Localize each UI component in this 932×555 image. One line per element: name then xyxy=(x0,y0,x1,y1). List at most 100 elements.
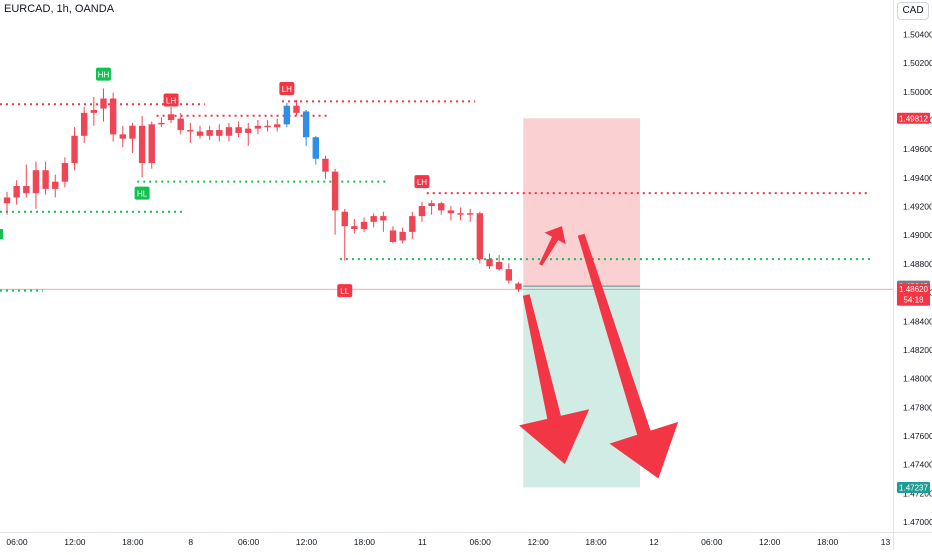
candle[interactable] xyxy=(32,161,40,209)
candle-body xyxy=(158,122,165,125)
badge-price-text: 1.49812 xyxy=(899,114,928,123)
candle[interactable] xyxy=(206,125,213,141)
pivot-label-text: HL xyxy=(137,190,148,199)
pivot-label-box xyxy=(163,93,179,107)
candle[interactable] xyxy=(109,92,117,142)
symbol-title[interactable]: EURCAD, 1h, OANDA xyxy=(4,3,115,15)
candle[interactable] xyxy=(380,211,387,232)
candle[interactable] xyxy=(322,155,329,179)
candle-body xyxy=(23,185,30,194)
candle[interactable] xyxy=(302,109,310,146)
candle[interactable] xyxy=(457,207,464,221)
candle[interactable] xyxy=(495,254,503,271)
forecast-arrow-2[interactable] xyxy=(519,294,590,465)
candle[interactable] xyxy=(13,180,20,205)
candle[interactable] xyxy=(177,112,184,135)
candle-body xyxy=(119,134,126,139)
candle[interactable] xyxy=(486,253,493,270)
candle[interactable] xyxy=(148,121,155,169)
price-badge-target: 1.47237 xyxy=(897,482,930,494)
pivot-label-box xyxy=(337,284,353,298)
forecast-arrows xyxy=(519,226,679,479)
candle[interactable] xyxy=(515,282,522,293)
candle[interactable] xyxy=(505,263,512,284)
candle[interactable] xyxy=(42,161,49,195)
forecast-arrow-3[interactable] xyxy=(577,233,679,479)
forecast-arrow-1[interactable] xyxy=(539,226,566,266)
candle[interactable] xyxy=(81,107,88,143)
candle[interactable] xyxy=(235,121,242,138)
pivot-label-box xyxy=(414,175,430,189)
candle[interactable] xyxy=(254,120,262,135)
candle-body xyxy=(418,206,426,217)
pivot-label-hh: HH xyxy=(96,67,111,81)
candle[interactable] xyxy=(23,164,30,198)
price-tick-label: 1.48000 xyxy=(903,374,932,384)
badge-countdown-text: 54:18 xyxy=(903,296,924,305)
candle-body xyxy=(52,181,59,189)
pivot-label-ll: LL xyxy=(337,284,353,298)
candle[interactable] xyxy=(71,127,78,171)
candle[interactable] xyxy=(360,217,368,232)
candle[interactable] xyxy=(428,200,435,215)
candle[interactable] xyxy=(245,122,252,146)
candle[interactable] xyxy=(52,174,59,198)
pivot-labels: HH HL LH LH LL LH xyxy=(96,67,430,298)
candle[interactable] xyxy=(341,208,348,261)
time-tick-label: 18:00 xyxy=(817,537,839,547)
candle-body xyxy=(370,216,377,222)
candle[interactable] xyxy=(370,213,377,228)
candle-body xyxy=(428,203,435,207)
candle[interactable] xyxy=(274,118,281,132)
time-tick-label: 12:00 xyxy=(64,537,86,547)
candle[interactable] xyxy=(3,191,11,215)
candle[interactable] xyxy=(283,102,291,128)
candle-body xyxy=(322,158,329,172)
candle[interactable] xyxy=(167,107,175,123)
candle[interactable] xyxy=(467,208,474,222)
pivot-label-hl: HL xyxy=(134,186,150,200)
candle[interactable] xyxy=(409,211,416,240)
candle[interactable] xyxy=(216,124,223,142)
candle[interactable] xyxy=(389,226,397,244)
candle[interactable] xyxy=(158,117,165,128)
candle-body xyxy=(409,216,416,232)
candle[interactable] xyxy=(399,227,406,244)
candle-body xyxy=(216,130,223,136)
candle[interactable] xyxy=(100,88,107,122)
candle[interactable] xyxy=(264,120,271,132)
badge-price-text: 1.48620 xyxy=(899,285,928,294)
pivot-label-lh: LH xyxy=(163,93,179,107)
candle[interactable] xyxy=(447,206,455,221)
pivot-label-text: HH xyxy=(98,71,110,80)
candle[interactable] xyxy=(351,218,358,234)
candle[interactable] xyxy=(61,157,69,188)
pivot-label-text: LH xyxy=(417,178,427,187)
candle[interactable] xyxy=(187,122,194,143)
take-profit-zone[interactable] xyxy=(523,286,641,488)
candle-body xyxy=(341,211,348,227)
candle[interactable] xyxy=(418,201,426,222)
currency-button[interactable]: CAD xyxy=(897,2,929,20)
candle[interactable] xyxy=(331,168,339,235)
price-tick-label: 1.47200 xyxy=(903,488,932,498)
candle-body xyxy=(3,197,11,204)
candle-body xyxy=(351,226,358,229)
candle[interactable] xyxy=(476,211,484,264)
candle[interactable] xyxy=(293,99,300,116)
candle[interactable] xyxy=(312,135,319,165)
candle[interactable] xyxy=(90,97,98,126)
candle[interactable] xyxy=(138,115,146,178)
candle-body xyxy=(331,171,339,211)
candle[interactable] xyxy=(129,122,136,154)
candle[interactable] xyxy=(196,125,204,139)
candle-body xyxy=(360,221,368,229)
candle-body xyxy=(90,109,98,113)
candle[interactable] xyxy=(438,201,445,215)
candle-body xyxy=(81,112,88,136)
candle[interactable] xyxy=(119,125,126,148)
candle[interactable] xyxy=(225,122,233,142)
time-axis[interactable]: 06:00 12:00 18:00 8 06:00 12:00 18:00 11 06:00 12… xyxy=(6,537,890,547)
